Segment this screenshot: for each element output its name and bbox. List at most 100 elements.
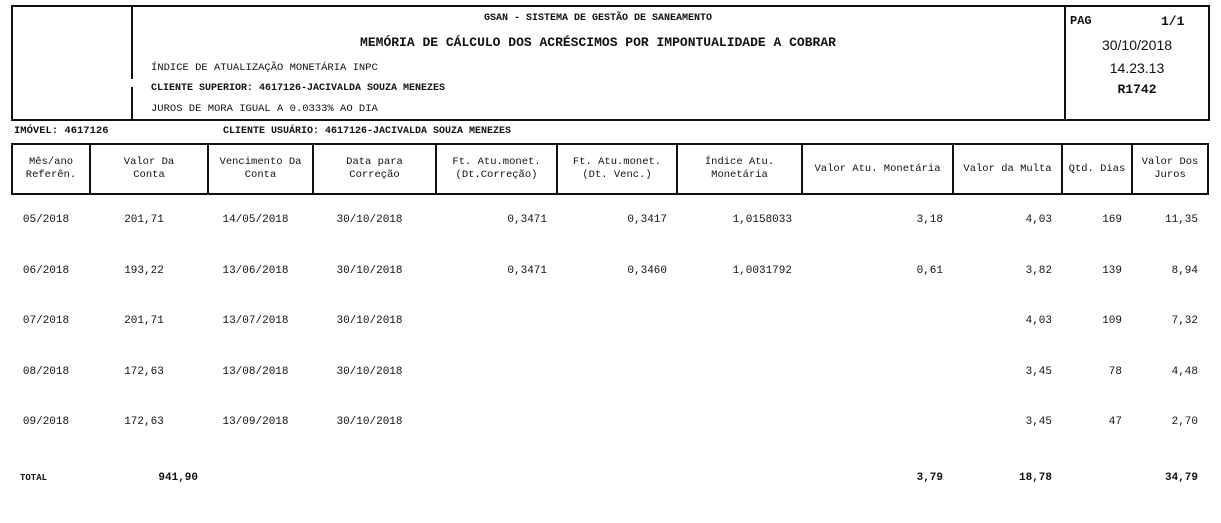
table-cell: 109 [1102, 315, 1122, 328]
column-header-text: Correção [349, 169, 400, 181]
table-cell: 09/2018 [22, 416, 70, 429]
table-cell: 0,3460 [627, 264, 667, 277]
page-number: 1/1 [1161, 14, 1185, 29]
divider [131, 87, 133, 119]
column-header-text: (Dt. Venc.) [582, 169, 652, 181]
table-cell: 169 [1102, 214, 1122, 227]
column-header-text: Monetária [711, 169, 768, 181]
column-header: Vencimento Da Conta [207, 143, 314, 195]
table-cell [677, 397, 802, 448]
cliente-usuario: CLIENTE USUÁRIO: 4617126-JACIVALDA SOUZA… [223, 126, 512, 137]
table-cell: 30/10/2018 [336, 315, 403, 328]
column-header: Valor da Multa [952, 143, 1063, 195]
table-cell: TOTAL [20, 472, 48, 483]
table-cell: 30/10/2018 [336, 264, 403, 277]
column-header: Valor Da Conta [89, 143, 209, 195]
table-cell: 3,82 [1025, 264, 1052, 277]
column-header-text: Juros [1154, 169, 1186, 181]
table-cell [677, 347, 802, 398]
table-cell: 1,0031792 [732, 264, 792, 277]
column-header-text: Ft. Atu.monet. [452, 156, 541, 168]
calculation-table: Mês/ano Referên. Valor Da Conta Vencimento D… [11, 143, 1209, 508]
report-time: 14.23.13 [1109, 60, 1165, 76]
table-row: 08/2018 172,63 13/08/2018 30/10/2018 3,45 78 4… [12, 347, 1208, 398]
table-cell [436, 347, 557, 398]
table-cell: 4,48 [1171, 365, 1198, 378]
table-cell: 4,03 [1025, 214, 1052, 227]
column-header-text: Valor Da [123, 156, 175, 168]
table-cell [557, 347, 677, 398]
table-cell: 11,35 [1164, 214, 1198, 227]
table-cell [802, 296, 953, 347]
table-cell: 193,22 [124, 264, 164, 277]
table-cell: 06/2018 [22, 264, 70, 277]
table-cell: 13/08/2018 [222, 365, 289, 378]
table-cell: 3,45 [1025, 365, 1052, 378]
table-cell [677, 296, 802, 347]
table-cell [1062, 448, 1132, 508]
table-cell: 0,3471 [507, 264, 547, 277]
table-cell: 13/09/2018 [222, 416, 289, 429]
table-cell: 13/07/2018 [222, 315, 289, 328]
column-header-text: Conta [244, 169, 277, 181]
table-cell: 201,71 [124, 214, 164, 227]
column-header-text: Qtd. Dias [1068, 162, 1126, 175]
table-row: 09/2018 172,63 13/09/2018 30/10/2018 3,45 47 2… [12, 397, 1208, 448]
table-cell [436, 397, 557, 448]
table-cell: 3,79 [916, 471, 943, 484]
table-cell [802, 347, 953, 398]
table-cell: 3,45 [1025, 416, 1052, 429]
juros-label: JUROS DE MORA IGUAL A 0.0333% AO DIA [151, 103, 378, 115]
page-label: PAG [1070, 14, 1092, 28]
table-cell [313, 448, 436, 508]
table-cell: 0,61 [916, 264, 943, 277]
table-cell: 139 [1102, 264, 1122, 277]
column-header: Data para Correção [312, 143, 437, 195]
table-cell: 14/05/2018 [222, 214, 289, 227]
report-date: 30/10/2018 [1101, 37, 1173, 53]
table-cell: 13/06/2018 [222, 264, 289, 277]
divider [131, 7, 133, 79]
column-header: Ft. Atu.monet. (Dt.Correção) [435, 143, 558, 195]
report-title: MEMÓRIA DE CÁLCULO DOS ACRÉSCIMOS POR IM… [360, 35, 836, 50]
report-code: R1742 [1117, 82, 1157, 97]
column-header-text: Valor da Multa [963, 162, 1052, 175]
system-name: GSAN - SISTEMA DE GESTÃO DE SANEAMENTO [483, 13, 713, 24]
table-cell: 172,63 [124, 416, 164, 429]
column-header: Valor Atu. Monetária [801, 143, 954, 195]
table-cell: 34,79 [1164, 471, 1198, 484]
table-cell: 30/10/2018 [336, 214, 403, 227]
table-row: 06/2018 193,22 13/06/2018 30/10/2018 0,3471 0… [12, 246, 1208, 297]
column-header-text: Ft. Atu.monet. [572, 156, 662, 168]
table-cell [208, 448, 313, 508]
table-cell: 0,3471 [507, 214, 547, 227]
table-row: 07/2018 201,71 13/07/2018 30/10/2018 4,03 109… [12, 296, 1208, 347]
table-cell [677, 448, 802, 508]
column-header-text: Conta [133, 169, 165, 181]
table-cell: 3,18 [916, 214, 943, 227]
table-cell: 08/2018 [22, 365, 70, 378]
imovel-label: IMÓVEL: 4617126 [14, 125, 109, 137]
column-header-text: Valor Dos [1141, 156, 1199, 168]
table-cell: 4,03 [1025, 315, 1052, 328]
column-header-text: Vencimento Da [219, 156, 302, 168]
table-cell [557, 296, 677, 347]
table-cell: 30/10/2018 [336, 365, 403, 378]
table-cell [436, 296, 557, 347]
table-cell: 172,63 [124, 365, 164, 378]
cliente-superior: CLIENTE SUPERIOR: 4617126-JACIVALDA SOUZ… [151, 83, 446, 94]
table-cell: 1,0158033 [732, 214, 792, 227]
table-cell: 0,3417 [627, 214, 667, 227]
table-cell [436, 448, 557, 508]
table-cell: 941,90 [158, 471, 198, 484]
table-cell: 2,70 [1171, 416, 1198, 429]
table-cell: 18,78 [1018, 471, 1052, 484]
table-cell [557, 448, 677, 508]
table-row: 05/2018 201,71 14/05/2018 30/10/2018 0,3471 0… [12, 194, 1208, 246]
column-header-text: Mês/ano [28, 156, 74, 168]
column-header-text: Valor Atu. Monetária [814, 162, 941, 175]
table-cell [557, 397, 677, 448]
column-header: Ft. Atu.monet. (Dt. Venc.) [556, 143, 678, 195]
column-header: Índice Atu. Monetária [676, 143, 803, 195]
table-cell: 30/10/2018 [336, 416, 403, 429]
